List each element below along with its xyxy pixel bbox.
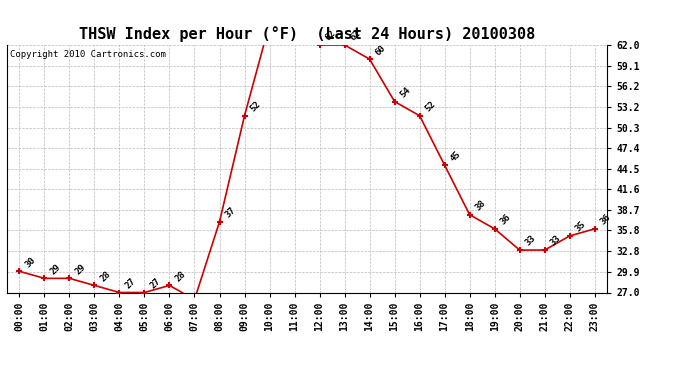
Text: 37: 37 [224,206,237,220]
Text: 62: 62 [348,29,363,43]
Text: 27: 27 [124,276,137,290]
Text: 33: 33 [549,234,563,248]
Text: 45: 45 [448,149,463,163]
Text: 29: 29 [74,262,88,276]
Text: 65: 65 [0,374,1,375]
Text: Copyright 2010 Cartronics.com: Copyright 2010 Cartronics.com [10,50,166,59]
Text: 29: 29 [48,262,63,276]
Text: 62: 62 [324,29,337,43]
Text: 30: 30 [23,255,37,269]
Text: 38: 38 [474,199,488,213]
Text: 69: 69 [0,374,1,375]
Text: 36: 36 [599,213,613,227]
Text: 60: 60 [374,43,388,57]
Title: THSW Index per Hour (°F)  (Last 24 Hours) 20100308: THSW Index per Hour (°F) (Last 24 Hours)… [79,27,535,42]
Text: 35: 35 [574,220,588,234]
Text: 52: 52 [248,100,263,114]
Text: 26: 26 [0,374,1,375]
Text: 33: 33 [524,234,538,248]
Text: 28: 28 [174,269,188,283]
Text: 52: 52 [424,100,437,114]
Text: 27: 27 [148,276,163,290]
Text: 54: 54 [399,86,413,99]
Text: 36: 36 [499,213,513,227]
Text: 28: 28 [99,269,112,283]
